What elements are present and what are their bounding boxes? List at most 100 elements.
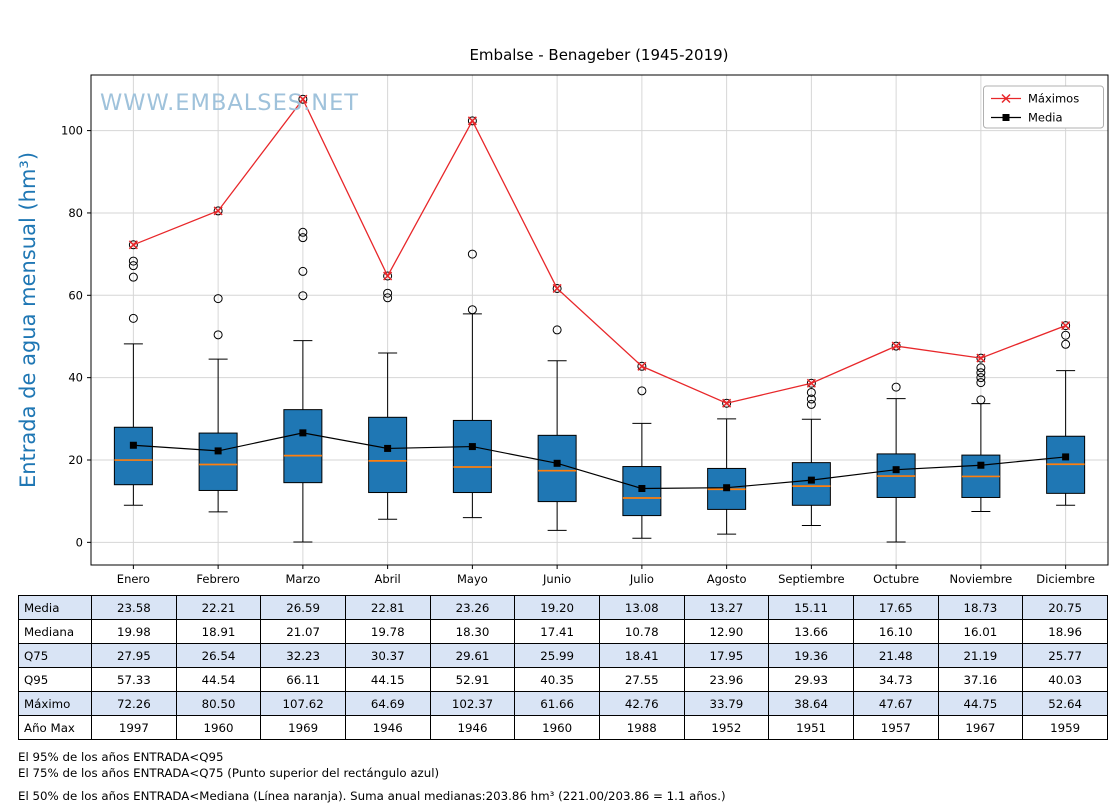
boxplot-abril xyxy=(368,271,408,520)
footnotes: El 95% de los años ENTRADA<Q95 El 75% de… xyxy=(18,749,726,804)
outlier-marker xyxy=(976,368,986,378)
watermark: WWW.EMBALSES.NET xyxy=(100,90,359,116)
table-cell: 18.41 xyxy=(598,643,685,668)
table-cell: 72.26 xyxy=(91,691,177,716)
table-cell: 27.55 xyxy=(598,667,685,692)
box xyxy=(537,434,577,503)
table-row-máximo: Máximo 72.26 80.50 107.62 64.69 102.37 61.66 42… xyxy=(18,691,1108,716)
x-tick-label: Agosto xyxy=(707,572,747,586)
table-cell: 1959 xyxy=(1022,715,1108,740)
table-cell: 61.66 xyxy=(514,691,600,716)
table-cell: 38.64 xyxy=(768,691,854,716)
table-cell: 37.16 xyxy=(937,667,1024,692)
table-cell: 40.35 xyxy=(514,667,600,692)
outlier-marker xyxy=(891,382,901,392)
max-x-marker xyxy=(891,341,901,351)
table-cell: 26.59 xyxy=(260,595,346,620)
table-cell: 1952 xyxy=(683,715,770,740)
table-cell: 44.15 xyxy=(344,667,431,692)
boxplot-febrero xyxy=(198,206,238,513)
outlier-marker xyxy=(637,386,647,396)
table-cell: 1946 xyxy=(429,715,516,740)
table-cell: 17.41 xyxy=(514,619,600,644)
outlier-marker xyxy=(298,266,308,276)
y-tick-label: 20 xyxy=(68,453,83,467)
mean-square-marker xyxy=(1062,453,1070,461)
table-cell: 1988 xyxy=(598,715,685,740)
stats-table: Media 23.58 22.21 26.59 22.81 23.26 19.20 13.08… xyxy=(18,595,1108,740)
table-cell: 52.64 xyxy=(1022,691,1108,716)
table-cell: 107.62 xyxy=(260,691,346,716)
table-cell: 18.96 xyxy=(1022,619,1108,644)
boxplot-diciembre xyxy=(1046,321,1086,506)
max-x-marker xyxy=(976,353,986,363)
outlier-marker xyxy=(467,305,477,315)
outlier-marker xyxy=(976,373,986,383)
outlier-marker xyxy=(213,206,223,216)
x-tick-label: Mayo xyxy=(457,572,488,586)
mean-square-marker xyxy=(892,466,900,474)
mean-square-marker xyxy=(723,484,731,492)
max-x-marker xyxy=(1061,321,1071,331)
outlier-marker xyxy=(552,283,562,293)
x-tick-label: Julio xyxy=(629,572,654,586)
box xyxy=(791,462,831,506)
outlier-marker xyxy=(298,291,308,301)
outlier-marker xyxy=(298,233,308,243)
max-x-marker xyxy=(637,361,647,371)
table-row-año-max: Año Max 1997 1960 1969 1946 1946 1960 1988 1952 1… xyxy=(18,715,1108,740)
x-tick-label: Febrero xyxy=(196,572,239,586)
table-cell: 1967 xyxy=(937,715,1024,740)
footnote-q95: El 95% de los años ENTRADA<Q95 xyxy=(18,750,224,764)
table-cell: 44.54 xyxy=(175,667,262,692)
max-x-marker xyxy=(128,240,138,250)
outlier-marker xyxy=(128,240,138,250)
outlier-marker xyxy=(467,249,477,259)
table-cell: 29.93 xyxy=(768,667,854,692)
boxplot-septiembre xyxy=(791,378,831,526)
table-cell: 17.95 xyxy=(683,643,770,668)
box xyxy=(452,419,492,494)
table-cell: 22.21 xyxy=(175,595,262,620)
table-row-q75: Q75 27.95 26.54 32.23 30.37 29.61 25.99 18.41 17… xyxy=(18,643,1108,668)
box xyxy=(283,409,323,484)
table-cell: 23.58 xyxy=(91,595,177,620)
box xyxy=(113,426,153,486)
outlier-marker xyxy=(976,378,986,388)
table-cell: 27.95 xyxy=(91,643,177,668)
outlier-marker xyxy=(976,395,986,405)
outlier-marker xyxy=(213,294,223,304)
table-cell: 19.78 xyxy=(344,619,431,644)
table-cell: 47.67 xyxy=(852,691,939,716)
table-cell: 21.19 xyxy=(937,643,1024,668)
table-cell: 12.90 xyxy=(683,619,770,644)
chart-title: Embalse - Benageber (1945-2019) xyxy=(469,46,728,64)
mean-square-marker xyxy=(638,484,646,492)
table-cell: 22.81 xyxy=(344,595,431,620)
table-cell: 16.01 xyxy=(937,619,1024,644)
table-row-label: Media xyxy=(18,595,92,620)
table-cell: 66.11 xyxy=(260,667,346,692)
table-row-label: Máximo xyxy=(18,691,92,716)
table-row-q95: Q95 57.33 44.54 66.11 44.15 52.91 40.35 27.55 23… xyxy=(18,667,1108,692)
table-cell: 42.76 xyxy=(598,691,685,716)
table-cell: 29.61 xyxy=(429,643,516,668)
x-tick-label: Marzo xyxy=(285,572,320,586)
boxplot-marzo xyxy=(283,94,323,543)
table-cell: 18.73 xyxy=(937,595,1024,620)
table-cell: 13.27 xyxy=(683,595,770,620)
max-line xyxy=(133,97,1066,404)
mean-square-marker xyxy=(384,444,392,452)
footnote-q75: El 75% de los años ENTRADA<Q75 (Punto su… xyxy=(18,766,440,780)
x-tick-label: Octubre xyxy=(873,572,919,586)
outlier-marker xyxy=(1061,330,1071,340)
outlier-marker xyxy=(637,361,647,371)
outlier-marker xyxy=(128,272,138,282)
plot-background xyxy=(91,75,1108,565)
y-axis-label: Entrada de agua mensual (hm³) xyxy=(16,152,40,488)
table-cell: 25.99 xyxy=(514,643,600,668)
outlier-marker xyxy=(806,378,816,388)
table-cell: 23.96 xyxy=(683,667,770,692)
table-cell: 1969 xyxy=(260,715,346,740)
table-cell: 13.66 xyxy=(768,619,854,644)
